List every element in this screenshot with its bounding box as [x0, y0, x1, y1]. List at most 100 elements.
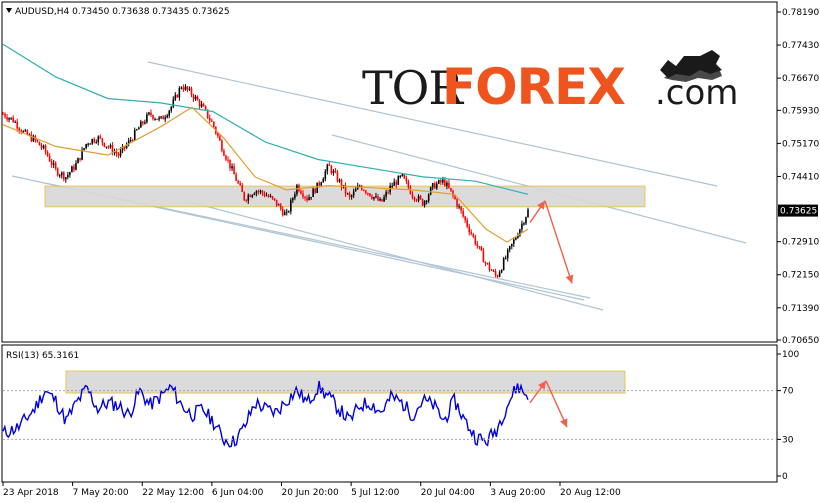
candle-body — [206, 109, 209, 118]
candle-body — [346, 193, 349, 195]
candle-body — [115, 151, 118, 154]
candle-body — [194, 96, 197, 100]
candle-body — [504, 258, 507, 260]
rsi-resistance-zone — [65, 370, 626, 394]
price-panel — [1, 1, 778, 343]
candle-body — [146, 114, 148, 123]
candle-body — [413, 197, 416, 200]
candle-body — [480, 246, 483, 251]
candle-body — [458, 206, 460, 208]
candle-body — [492, 270, 495, 272]
candle-body — [513, 239, 515, 244]
candle-body — [292, 198, 294, 201]
candle-body — [399, 176, 402, 178]
candle-body — [158, 117, 160, 120]
candle-body — [133, 129, 136, 141]
candle-body — [54, 163, 57, 169]
candle-body — [527, 209, 529, 218]
candle-body — [446, 182, 448, 186]
candle-body — [107, 146, 110, 148]
candle-body — [184, 86, 187, 90]
candle-body — [20, 130, 23, 133]
candle-body — [456, 199, 458, 207]
forecast-arrows — [529, 200, 574, 428]
candle-body — [119, 150, 122, 156]
candle-body — [348, 193, 351, 197]
candle-body — [405, 178, 408, 182]
candle-body — [227, 159, 229, 161]
candle-body — [308, 197, 310, 201]
candle-body — [438, 180, 440, 184]
candle-body — [180, 87, 183, 89]
candle-body — [77, 158, 79, 164]
price-arrow-down-head — [565, 274, 574, 284]
candle-body — [217, 133, 219, 137]
candle-body — [186, 86, 189, 90]
candle-body — [44, 145, 47, 152]
candle-body — [281, 208, 284, 216]
candle-body — [423, 201, 426, 206]
collapse-triangle-icon[interactable] — [6, 8, 12, 13]
candle-body — [101, 138, 104, 143]
rsi-series — [2, 380, 529, 448]
candle-body — [140, 121, 142, 128]
candle-body — [56, 168, 59, 176]
candle-body — [275, 199, 278, 206]
candle-body — [263, 193, 266, 196]
candle-body — [363, 189, 365, 191]
candle-body — [255, 191, 258, 194]
logo-text-com: .com — [655, 73, 738, 113]
candle-body — [30, 134, 33, 142]
candle-body — [142, 121, 144, 124]
candle-body — [188, 88, 191, 90]
candle-body — [24, 130, 27, 132]
candle-body — [525, 217, 527, 224]
candle-body — [519, 229, 521, 236]
candle-body — [233, 166, 235, 175]
candle-body — [500, 269, 503, 273]
candle-body — [38, 141, 41, 146]
rsi-tick-label: 70 — [782, 387, 794, 397]
price-tick-label: 0.78190 — [782, 8, 819, 18]
candle-body — [515, 238, 517, 240]
candle-body — [79, 158, 81, 160]
candle-body — [510, 243, 513, 247]
candle-body — [204, 106, 207, 110]
candle-body — [285, 211, 288, 213]
candle-body — [350, 195, 353, 197]
candle-body — [123, 146, 126, 148]
candle-body — [213, 121, 215, 127]
candle-body — [322, 178, 325, 183]
candle-body — [379, 198, 381, 201]
bull-bear-icon — [660, 50, 722, 82]
candle-body — [271, 196, 274, 199]
candle-body — [415, 199, 418, 201]
candle-body — [385, 192, 387, 197]
candle-body — [156, 118, 158, 120]
candle-body — [243, 191, 246, 200]
time-tick-label: 22 May 12:00 — [142, 488, 204, 498]
candle-body — [129, 140, 132, 142]
candle-body — [65, 177, 67, 180]
candle-body — [466, 220, 468, 227]
time-tick-label: 20 Aug 12:00 — [560, 488, 621, 498]
candle-body — [393, 181, 396, 186]
candle-body — [373, 197, 375, 199]
candle-body — [312, 188, 314, 198]
candle-body — [508, 246, 511, 250]
candle-body — [294, 194, 296, 199]
price-tick-label: 0.77430 — [782, 41, 819, 51]
candle-body — [97, 136, 100, 143]
candle-body — [421, 198, 424, 206]
candle-body — [109, 145, 112, 148]
candle-body — [332, 171, 335, 174]
candle-body — [247, 195, 250, 201]
candle-body — [450, 188, 452, 191]
price-tick-label: 0.70650 — [782, 336, 819, 346]
candle-body — [429, 187, 432, 195]
candle-body — [452, 190, 454, 196]
candle-body — [377, 196, 379, 201]
candle-body — [326, 164, 329, 172]
candle-body — [113, 151, 116, 154]
candle-body — [391, 185, 393, 187]
